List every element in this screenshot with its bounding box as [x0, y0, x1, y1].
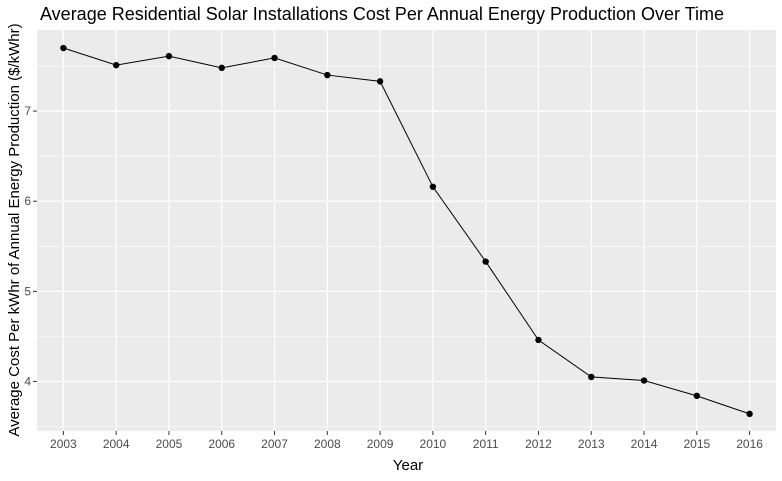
data-point — [218, 64, 225, 72]
x-axis-ticks: 2003 2004 2005 2006 2007 2008 2009 2010 2011 2012… — [50, 431, 763, 451]
x-tick-label: 2013 — [578, 437, 605, 451]
x-tick-label: 2007 — [261, 437, 288, 451]
x-tick-label: 2009 — [367, 437, 394, 451]
y-tick-label: 6 — [24, 194, 31, 208]
data-point — [112, 61, 120, 69]
data-point — [60, 44, 67, 52]
y-axis-ticks: 4 5 6 7 — [24, 104, 37, 388]
x-tick-label: 2003 — [50, 437, 77, 451]
y-tick-label: 7 — [24, 104, 31, 118]
x-tick-label: 2010 — [420, 437, 447, 451]
data-point — [588, 373, 595, 381]
data-point — [535, 336, 542, 344]
y-axis-title: Average Cost Per kWhr of Annual Energy P… — [6, 23, 23, 436]
data-point — [376, 78, 384, 85]
x-tick-label: 2011 — [473, 437, 499, 451]
data-point — [165, 52, 173, 60]
x-tick-label: 2012 — [525, 437, 552, 451]
y-tick-label: 5 — [24, 284, 31, 298]
chart-title: Average Residential Solar Installations … — [40, 4, 724, 24]
x-axis-title: Year — [393, 457, 423, 474]
x-tick-label: 2014 — [631, 437, 658, 451]
x-tick-label: 2008 — [314, 437, 341, 451]
x-tick-label: 2004 — [103, 437, 130, 451]
series-line — [63, 47, 750, 415]
data-point — [693, 392, 701, 400]
data-point — [640, 377, 648, 384]
data-point — [271, 54, 278, 62]
x-tick-label: 2006 — [208, 437, 235, 451]
data-point — [429, 183, 437, 190]
x-tick-label: 2016 — [736, 437, 763, 451]
major-y-gridlines — [37, 110, 776, 383]
data-points — [60, 44, 753, 418]
plot-panel — [37, 30, 776, 431]
data-point — [324, 71, 331, 79]
x-tick-label: 2015 — [683, 437, 710, 451]
data-point — [746, 410, 753, 418]
minor-y-gridlines — [37, 65, 776, 427]
y-tick-label: 4 — [24, 374, 31, 388]
x-tick-label: 2005 — [156, 437, 183, 451]
data-point — [482, 258, 489, 265]
major-x-gridlines — [62, 30, 751, 431]
